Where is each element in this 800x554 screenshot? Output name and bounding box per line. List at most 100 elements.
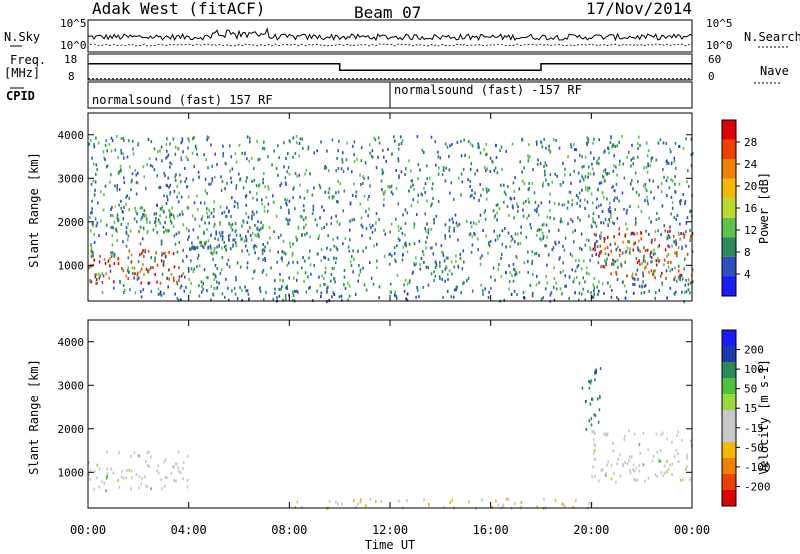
heatmap-cell bbox=[622, 162, 624, 166]
heatmap-cell bbox=[594, 378, 596, 382]
heatmap-cell bbox=[235, 275, 237, 279]
heatmap-cell bbox=[586, 189, 589, 193]
heatmap-cell bbox=[158, 220, 161, 224]
heatmap-cell bbox=[257, 232, 260, 236]
heatmap-cell bbox=[539, 162, 542, 166]
heatmap-cell bbox=[585, 400, 587, 403]
heatmap-cell bbox=[442, 166, 445, 169]
heatmap-cell bbox=[594, 457, 596, 461]
heatmap-cell bbox=[391, 152, 393, 156]
heatmap-cell bbox=[189, 247, 192, 251]
heatmap-cell bbox=[280, 205, 282, 209]
heatmap-cell bbox=[530, 226, 532, 230]
heatmap-cell bbox=[99, 254, 101, 258]
heatmap-cell bbox=[393, 139, 396, 143]
heatmap-cell bbox=[222, 144, 224, 148]
heatmap-cell bbox=[490, 286, 492, 290]
heatmap-cell bbox=[647, 476, 650, 480]
heatmap-cell bbox=[305, 216, 307, 220]
heatmap-cell bbox=[390, 190, 393, 194]
heatmap-cell bbox=[235, 244, 238, 248]
heatmap-cell bbox=[258, 286, 261, 290]
heatmap-cell bbox=[677, 246, 680, 249]
heatmap-cell bbox=[221, 246, 223, 250]
heatmap-cell bbox=[170, 471, 173, 475]
heatmap-cell bbox=[367, 176, 370, 180]
heatmap-cell bbox=[222, 152, 224, 156]
heatmap-cell bbox=[618, 227, 620, 231]
heatmap-cell bbox=[126, 194, 129, 198]
heatmap-cell bbox=[174, 462, 177, 466]
heatmap-cell bbox=[221, 231, 224, 234]
heatmap-cell bbox=[302, 218, 305, 222]
heatmap-cell bbox=[251, 277, 254, 281]
heatmap-cell bbox=[345, 158, 348, 162]
heatmap-cell bbox=[280, 233, 282, 237]
heatmap-cell bbox=[170, 213, 173, 216]
heatmap-cell bbox=[369, 151, 371, 155]
heatmap-cell bbox=[166, 137, 168, 141]
heatmap-cell bbox=[631, 272, 634, 276]
heatmap-cell bbox=[208, 182, 210, 186]
heatmap-cell bbox=[584, 155, 587, 159]
heatmap-cell bbox=[593, 451, 595, 455]
heatmap-cell bbox=[679, 275, 682, 279]
heatmap-cell bbox=[541, 223, 544, 227]
heatmap-cell bbox=[471, 193, 473, 197]
heatmap-cell bbox=[307, 145, 310, 149]
heatmap-cell bbox=[164, 220, 166, 224]
heatmap-cell bbox=[485, 197, 488, 201]
heatmap-cell bbox=[122, 240, 124, 244]
heatmap-cell bbox=[320, 295, 322, 299]
heatmap-cell bbox=[609, 215, 612, 219]
heatmap-cell bbox=[406, 211, 409, 215]
heatmap-cell bbox=[93, 145, 96, 149]
heatmap-cell bbox=[692, 152, 694, 156]
heatmap-cell bbox=[408, 159, 410, 163]
heatmap-cell bbox=[677, 430, 680, 434]
heatmap-cell bbox=[648, 270, 650, 274]
heatmap-cell bbox=[281, 256, 283, 260]
heatmap-cell bbox=[527, 271, 529, 274]
heatmap-cell bbox=[316, 289, 318, 293]
heatmap-cell bbox=[116, 186, 118, 190]
heatmap-cell bbox=[546, 235, 548, 239]
heatmap-cell bbox=[510, 239, 513, 243]
heatmap-cell bbox=[536, 229, 539, 233]
heatmap-cell bbox=[272, 200, 275, 204]
heatmap-cell bbox=[451, 217, 454, 221]
heatmap-cell bbox=[424, 227, 426, 231]
heatmap-cell bbox=[592, 247, 595, 251]
heatmap-cell bbox=[667, 230, 669, 234]
heatmap-cell bbox=[489, 156, 492, 160]
heatmap-cell bbox=[165, 143, 168, 146]
heatmap-cell bbox=[495, 204, 498, 207]
heatmap-cell bbox=[441, 173, 444, 177]
velocity-colorbar-swatch bbox=[722, 490, 736, 506]
heatmap-cell bbox=[286, 170, 289, 174]
heatmap-cell bbox=[215, 251, 218, 255]
heatmap-cell bbox=[258, 184, 260, 188]
heatmap-cell bbox=[531, 259, 534, 263]
heatmap-cell bbox=[368, 143, 371, 147]
heatmap-cell bbox=[591, 225, 593, 229]
heatmap-cell bbox=[591, 430, 594, 434]
heatmap-cell bbox=[194, 217, 196, 221]
heatmap-cell bbox=[141, 237, 144, 241]
heatmap-cell bbox=[163, 230, 165, 234]
heatmap-cell bbox=[249, 140, 251, 144]
heatmap-cell bbox=[173, 234, 176, 238]
heatmap-cell bbox=[179, 173, 181, 177]
heatmap-cell bbox=[597, 187, 599, 191]
heatmap-cell bbox=[666, 460, 668, 464]
heatmap-cell bbox=[343, 189, 346, 193]
heatmap-cell bbox=[241, 224, 243, 228]
heatmap-cell bbox=[88, 461, 90, 464]
heatmap-cell bbox=[686, 453, 689, 457]
heatmap-cell bbox=[89, 280, 91, 284]
heatmap-cell bbox=[247, 292, 250, 296]
heatmap-cell bbox=[635, 220, 637, 224]
heatmap-cell bbox=[321, 205, 323, 209]
heatmap-cell bbox=[424, 212, 426, 216]
heatmap-cell bbox=[296, 260, 299, 264]
